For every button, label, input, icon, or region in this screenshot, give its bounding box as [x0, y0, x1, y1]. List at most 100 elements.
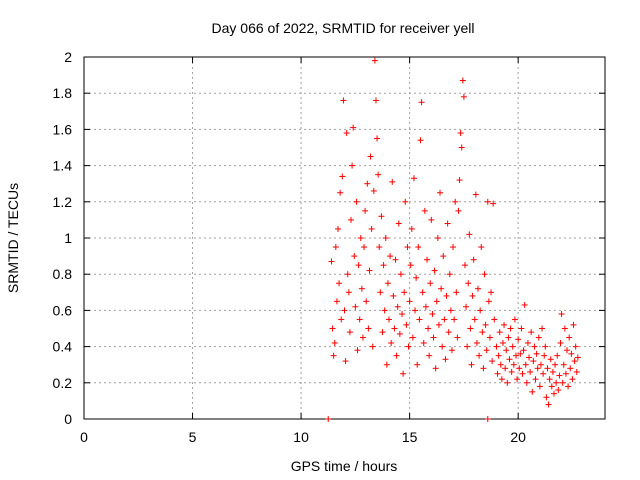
data-point	[517, 350, 524, 357]
data-point	[465, 280, 472, 287]
data-point	[375, 171, 382, 178]
data-point	[391, 325, 398, 332]
data-point	[511, 316, 518, 323]
data-point	[429, 311, 436, 318]
data-point	[501, 321, 508, 328]
data-point	[421, 207, 428, 214]
data-point	[412, 307, 419, 314]
data-point	[565, 383, 572, 390]
data-point	[403, 321, 410, 328]
data-point	[482, 321, 489, 328]
data-point	[529, 388, 536, 395]
data-point	[552, 361, 559, 368]
data-point	[386, 316, 393, 323]
data-point	[354, 347, 361, 354]
data-point	[569, 376, 576, 383]
data-point	[479, 329, 486, 336]
data-point	[370, 187, 377, 194]
data-point	[383, 361, 390, 368]
data-point	[514, 376, 521, 383]
data-point	[329, 325, 336, 332]
y-tick-label: 1	[64, 230, 72, 246]
data-point	[540, 370, 547, 377]
data-point	[334, 225, 341, 232]
data-point	[522, 361, 529, 368]
data-point	[438, 285, 445, 292]
data-point	[457, 130, 464, 137]
data-point	[477, 307, 484, 314]
data-point	[451, 316, 458, 323]
data-point	[423, 256, 430, 263]
data-point	[466, 231, 473, 238]
data-point	[481, 271, 488, 278]
data-point	[456, 177, 463, 184]
data-point	[528, 329, 535, 336]
data-point	[420, 339, 427, 346]
data-point	[530, 358, 537, 365]
data-point	[484, 198, 491, 205]
data-point	[531, 343, 538, 350]
data-point	[515, 336, 522, 343]
data-point	[416, 316, 423, 323]
data-point	[355, 262, 362, 269]
data-point	[534, 365, 541, 372]
data-point	[368, 225, 375, 232]
data-point	[407, 262, 414, 269]
data-point	[408, 225, 415, 232]
x-tick-label: 10	[293, 429, 309, 445]
data-point	[524, 339, 531, 346]
data-point	[338, 316, 345, 323]
data-point	[434, 235, 441, 241]
data-point	[397, 271, 404, 278]
data-point	[369, 343, 376, 350]
data-point	[376, 244, 383, 251]
data-point	[505, 334, 512, 341]
data-point	[384, 280, 391, 287]
data-point	[506, 356, 513, 363]
y-tick-label: 0	[64, 411, 72, 427]
data-point	[504, 379, 511, 386]
data-point	[389, 178, 396, 185]
data-point	[400, 370, 407, 377]
data-point	[430, 334, 437, 341]
data-point	[396, 330, 403, 337]
y-tick-label: 1.4	[53, 158, 73, 174]
tick-labels: 00.20.40.60.811.21.41.61.820 5 10 15 20	[53, 49, 527, 445]
y-tick-label: 1.8	[53, 85, 73, 101]
data-point	[349, 162, 356, 169]
data-point	[570, 321, 577, 328]
data-point	[518, 325, 525, 332]
data-point	[372, 97, 379, 104]
data-point	[417, 137, 424, 144]
data-point	[336, 280, 343, 287]
data-point	[427, 280, 434, 287]
data-point	[520, 347, 527, 354]
data-point	[364, 180, 371, 187]
data-point	[502, 365, 509, 372]
data-point	[381, 307, 388, 314]
data-point	[395, 220, 402, 227]
data-point	[447, 307, 454, 314]
y-tick-label: 0.6	[53, 302, 73, 318]
axes	[83, 56, 606, 420]
data-point	[467, 325, 474, 332]
data-point	[496, 329, 503, 336]
data-point	[548, 383, 555, 390]
data-point	[497, 361, 504, 368]
data-point	[503, 347, 510, 354]
data-point	[378, 213, 385, 220]
data-point	[567, 365, 574, 372]
data-point	[379, 329, 386, 336]
data-point	[461, 262, 468, 269]
data-point	[471, 316, 478, 323]
data-point	[554, 352, 561, 359]
data-point	[499, 339, 506, 346]
y-tick-label: 2	[64, 49, 72, 65]
data-point	[359, 334, 366, 341]
data-point	[419, 289, 426, 296]
data-point	[348, 216, 355, 223]
data-point	[425, 325, 432, 332]
data-point	[572, 343, 579, 350]
data-point	[374, 135, 381, 142]
